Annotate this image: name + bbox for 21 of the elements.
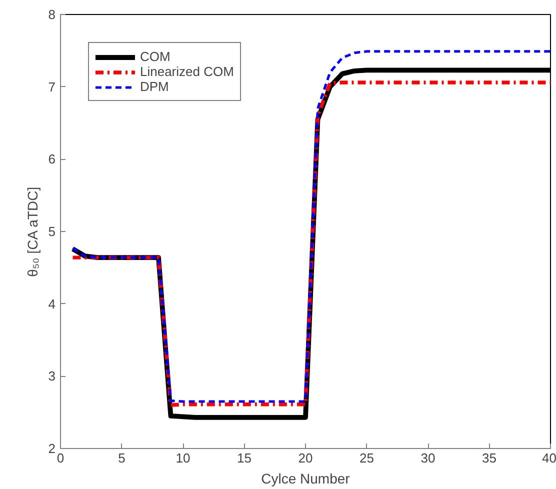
- y-tick-label: 4: [48, 296, 56, 312]
- y-tick-label: 3: [48, 368, 56, 384]
- legend-label: COM: [140, 49, 170, 64]
- x-tick-label: 30: [420, 450, 436, 466]
- legend-label: DPM: [140, 79, 169, 94]
- y-tick-label: 6: [48, 152, 56, 167]
- x-tick-label: 35: [482, 450, 496, 466]
- x-tick-label: 25: [360, 450, 374, 466]
- x-tick-label: 15: [237, 450, 252, 466]
- y-tick-label: 7: [48, 79, 56, 94]
- x-tick-label: 10: [176, 450, 190, 466]
- x-tick-label: 40: [542, 450, 556, 466]
- y-axis-title: θ₅₀ [CA aTDC]: [24, 186, 40, 277]
- x-axis-title: Cylce Number: [261, 470, 350, 486]
- y-tick-label: 5: [48, 224, 56, 239]
- legend-label: Linearized COM: [140, 64, 234, 79]
- y-tick-label: 8: [48, 7, 56, 22]
- y-tick-label: 2: [48, 441, 56, 456]
- x-tick-label: 20: [298, 450, 313, 466]
- x-tick-label: 5: [118, 450, 126, 466]
- x-tick-label: 0: [56, 450, 64, 466]
